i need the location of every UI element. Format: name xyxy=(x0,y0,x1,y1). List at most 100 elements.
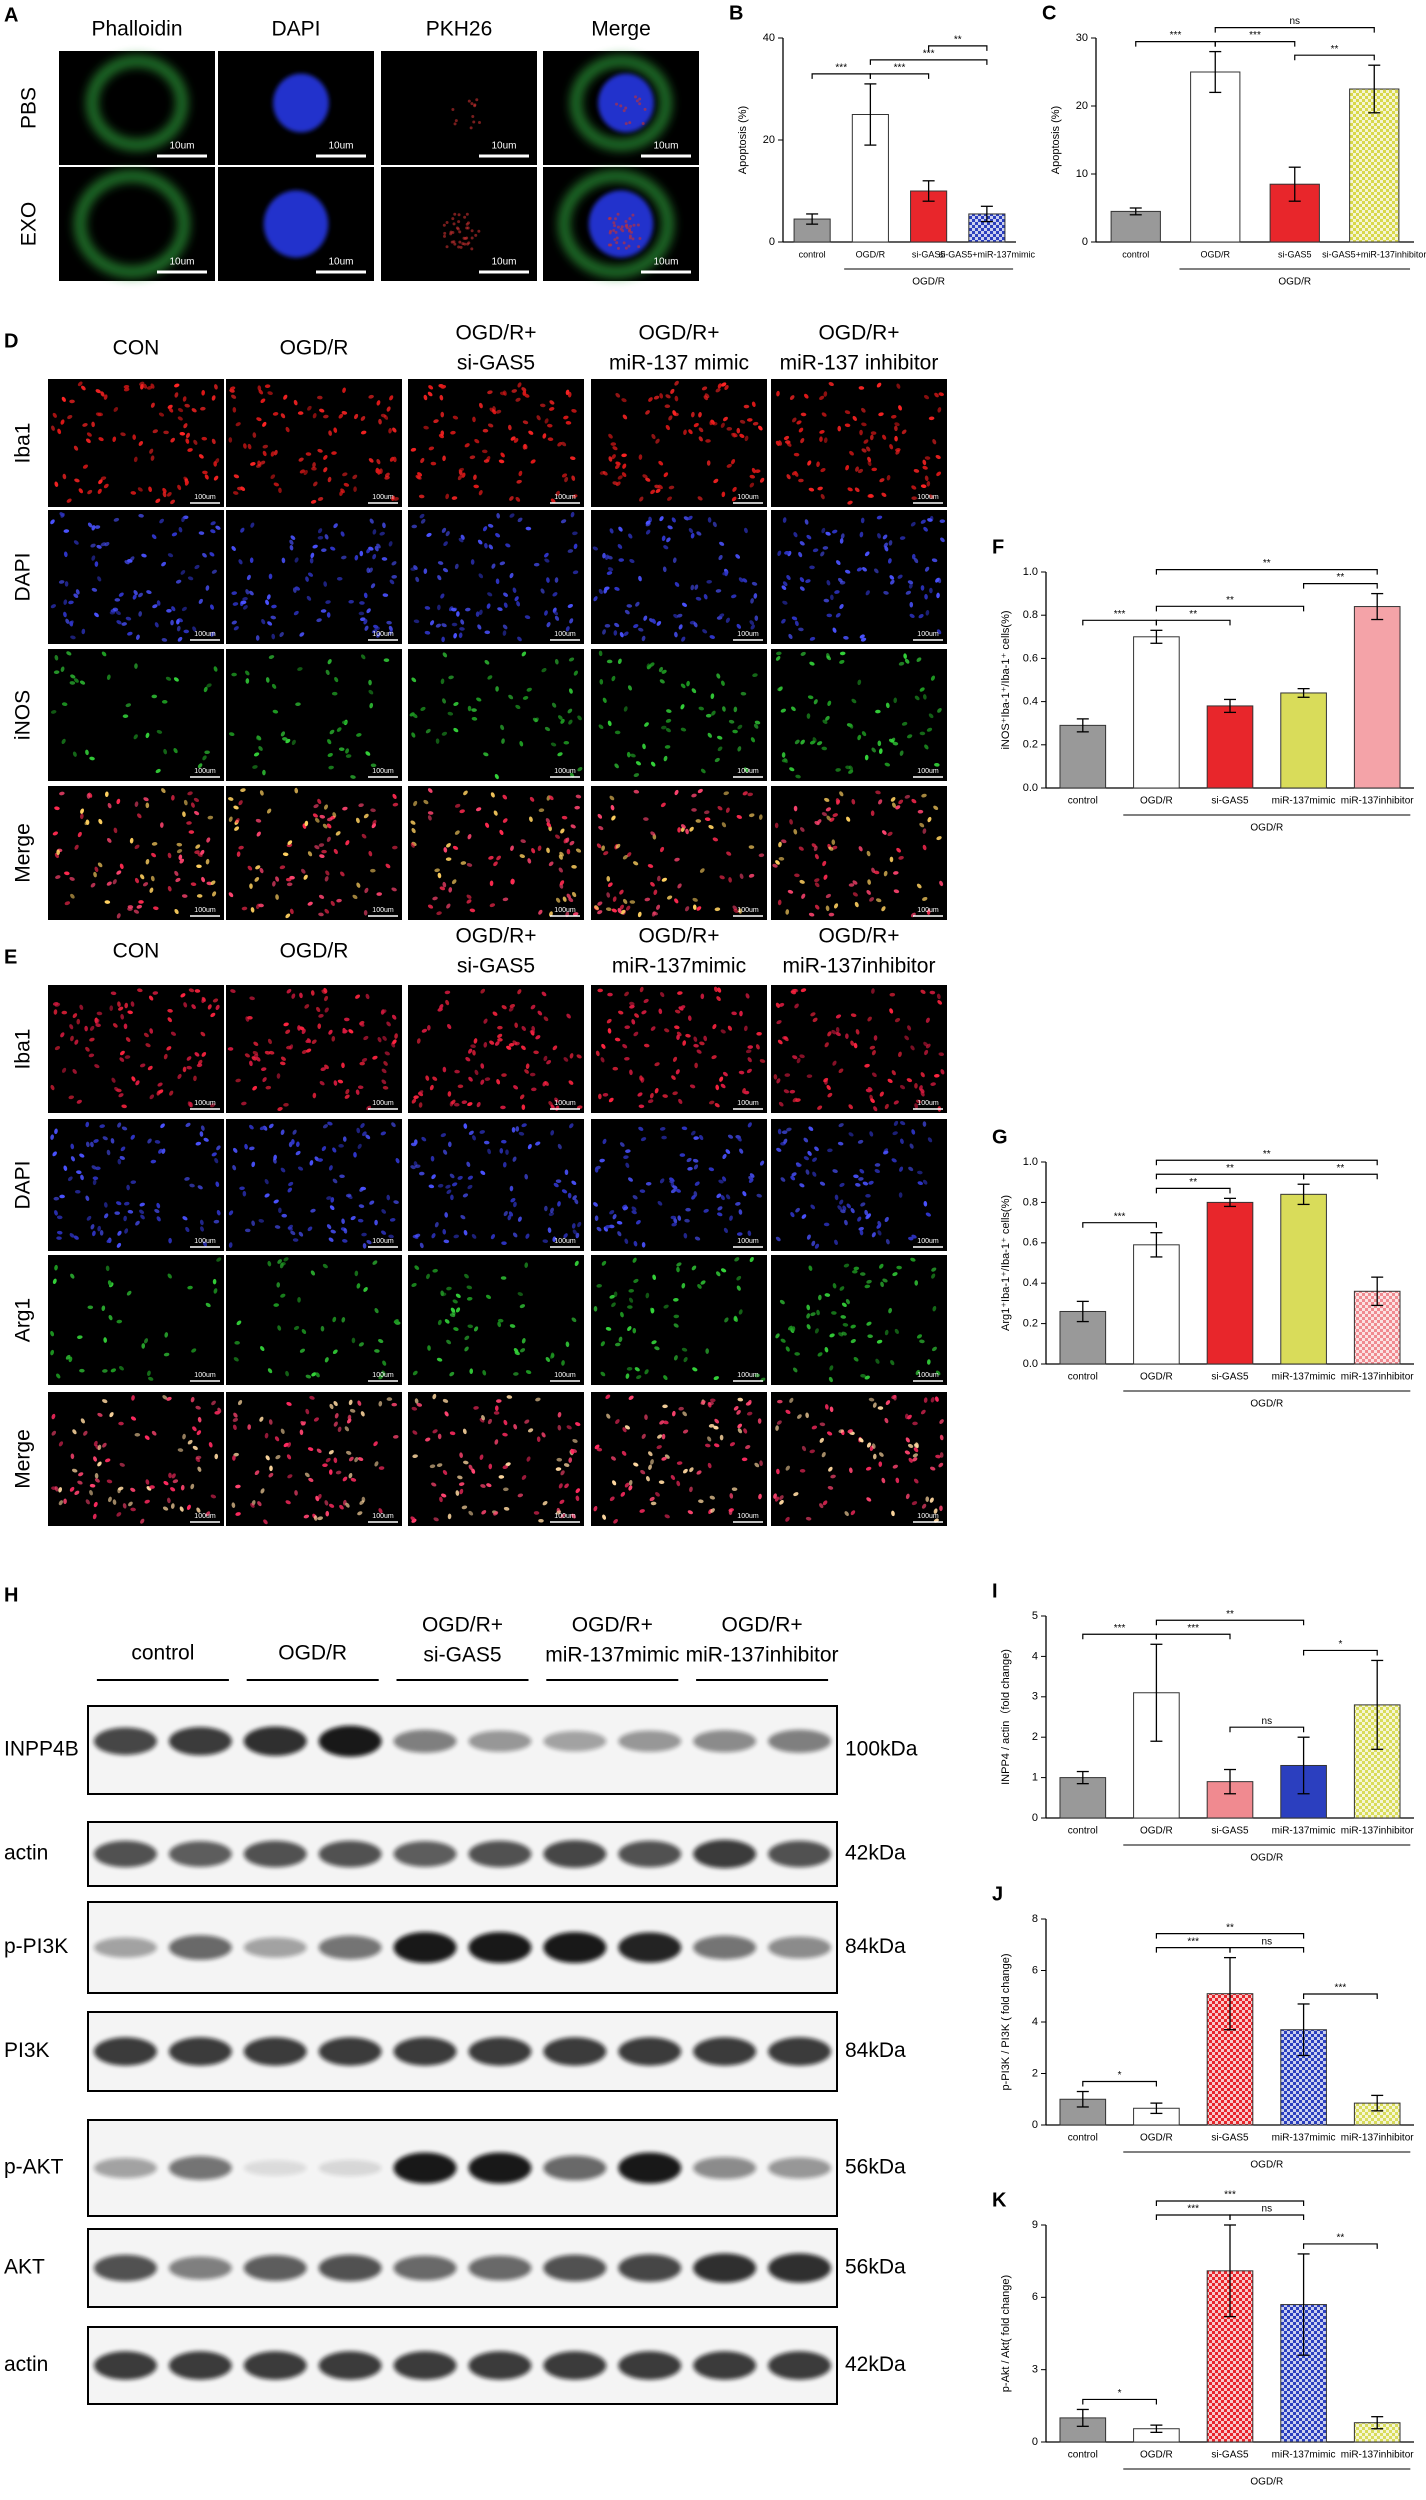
cell xyxy=(363,909,368,916)
band xyxy=(318,1935,382,1960)
cell xyxy=(864,1284,871,1289)
cell xyxy=(692,897,698,902)
cell xyxy=(90,543,96,548)
significance-label: *** xyxy=(923,49,935,60)
cell xyxy=(339,1504,344,1510)
cell xyxy=(75,589,80,595)
cell xyxy=(923,394,930,400)
cell xyxy=(866,1213,872,1219)
cell xyxy=(917,809,924,814)
cell xyxy=(195,1405,201,1410)
cell xyxy=(539,403,546,408)
cell xyxy=(838,1429,844,1433)
cell xyxy=(304,1004,310,1009)
cell xyxy=(305,452,312,456)
cell xyxy=(299,632,305,637)
cell xyxy=(847,500,853,505)
cell xyxy=(317,528,323,534)
exosome-dot xyxy=(457,220,461,224)
cell xyxy=(494,1405,499,1412)
cell xyxy=(327,476,332,483)
band xyxy=(693,1730,757,1753)
cell xyxy=(657,1201,663,1206)
cell xyxy=(174,908,179,915)
cell xyxy=(182,1433,186,1440)
cell xyxy=(685,1033,691,1038)
cell xyxy=(232,491,239,495)
cell xyxy=(92,1513,97,1520)
band xyxy=(693,2351,757,2380)
cell xyxy=(909,601,914,608)
cell xyxy=(168,1472,172,1479)
cell xyxy=(342,1476,348,1482)
cell xyxy=(447,1513,452,1520)
column-header: OGD/R+ xyxy=(818,322,899,345)
cell xyxy=(185,432,190,439)
cell xyxy=(332,1178,338,1184)
significance-label: *** xyxy=(1170,30,1182,41)
cell xyxy=(85,1046,90,1052)
cell xyxy=(333,1080,338,1086)
cell xyxy=(659,679,665,684)
cell xyxy=(418,1102,423,1108)
cell xyxy=(597,910,603,915)
cell xyxy=(711,710,716,716)
cell xyxy=(629,1004,635,1009)
cell xyxy=(775,1002,780,1008)
exosome-dot xyxy=(465,226,469,230)
cell xyxy=(142,383,148,389)
cell xyxy=(247,1015,253,1020)
band xyxy=(693,1839,757,1869)
cell xyxy=(444,990,451,995)
cell xyxy=(535,1141,541,1146)
cell xyxy=(544,418,549,424)
cell xyxy=(866,1442,872,1448)
cell xyxy=(497,607,503,612)
bar xyxy=(1349,88,1400,243)
significance-label: *** xyxy=(1187,2204,1199,2215)
cell xyxy=(650,1459,654,1465)
cell xyxy=(121,622,127,626)
cell xyxy=(575,1422,581,1427)
cell xyxy=(919,1339,925,1344)
cell xyxy=(203,686,208,693)
cell xyxy=(825,905,830,912)
cell xyxy=(457,475,463,481)
cell xyxy=(650,489,656,495)
cell xyxy=(437,561,444,565)
column-header: miR-137mimic xyxy=(612,955,746,978)
cell xyxy=(133,734,138,740)
cell xyxy=(673,1355,678,1361)
cell xyxy=(124,560,130,565)
cell xyxy=(894,422,900,427)
cell xyxy=(744,527,748,534)
cell xyxy=(106,1238,112,1243)
band xyxy=(318,2037,382,2066)
cell xyxy=(645,1292,650,1299)
micrograph xyxy=(408,1255,584,1385)
cell xyxy=(778,841,782,848)
cell xyxy=(91,525,96,531)
cell xyxy=(52,1001,59,1006)
micrograph xyxy=(771,1255,947,1385)
cell xyxy=(447,1091,452,1097)
cell xyxy=(358,611,365,616)
cell xyxy=(457,1475,463,1480)
cell xyxy=(214,1158,219,1164)
cell xyxy=(533,562,540,567)
cell xyxy=(289,908,294,915)
cell xyxy=(612,896,617,902)
significance-bracket xyxy=(1082,2398,1157,2405)
cell xyxy=(689,1467,694,1473)
cell xyxy=(832,1060,837,1066)
blot-size: 56kDa xyxy=(845,2156,906,2179)
cell xyxy=(859,1272,866,1276)
cell xyxy=(525,1063,530,1069)
cell xyxy=(826,613,833,618)
cell xyxy=(360,654,366,660)
cell xyxy=(449,1173,455,1179)
cell xyxy=(726,851,732,856)
cell xyxy=(119,863,124,870)
cell xyxy=(336,898,342,903)
column-header: Phalloidin xyxy=(91,18,182,41)
